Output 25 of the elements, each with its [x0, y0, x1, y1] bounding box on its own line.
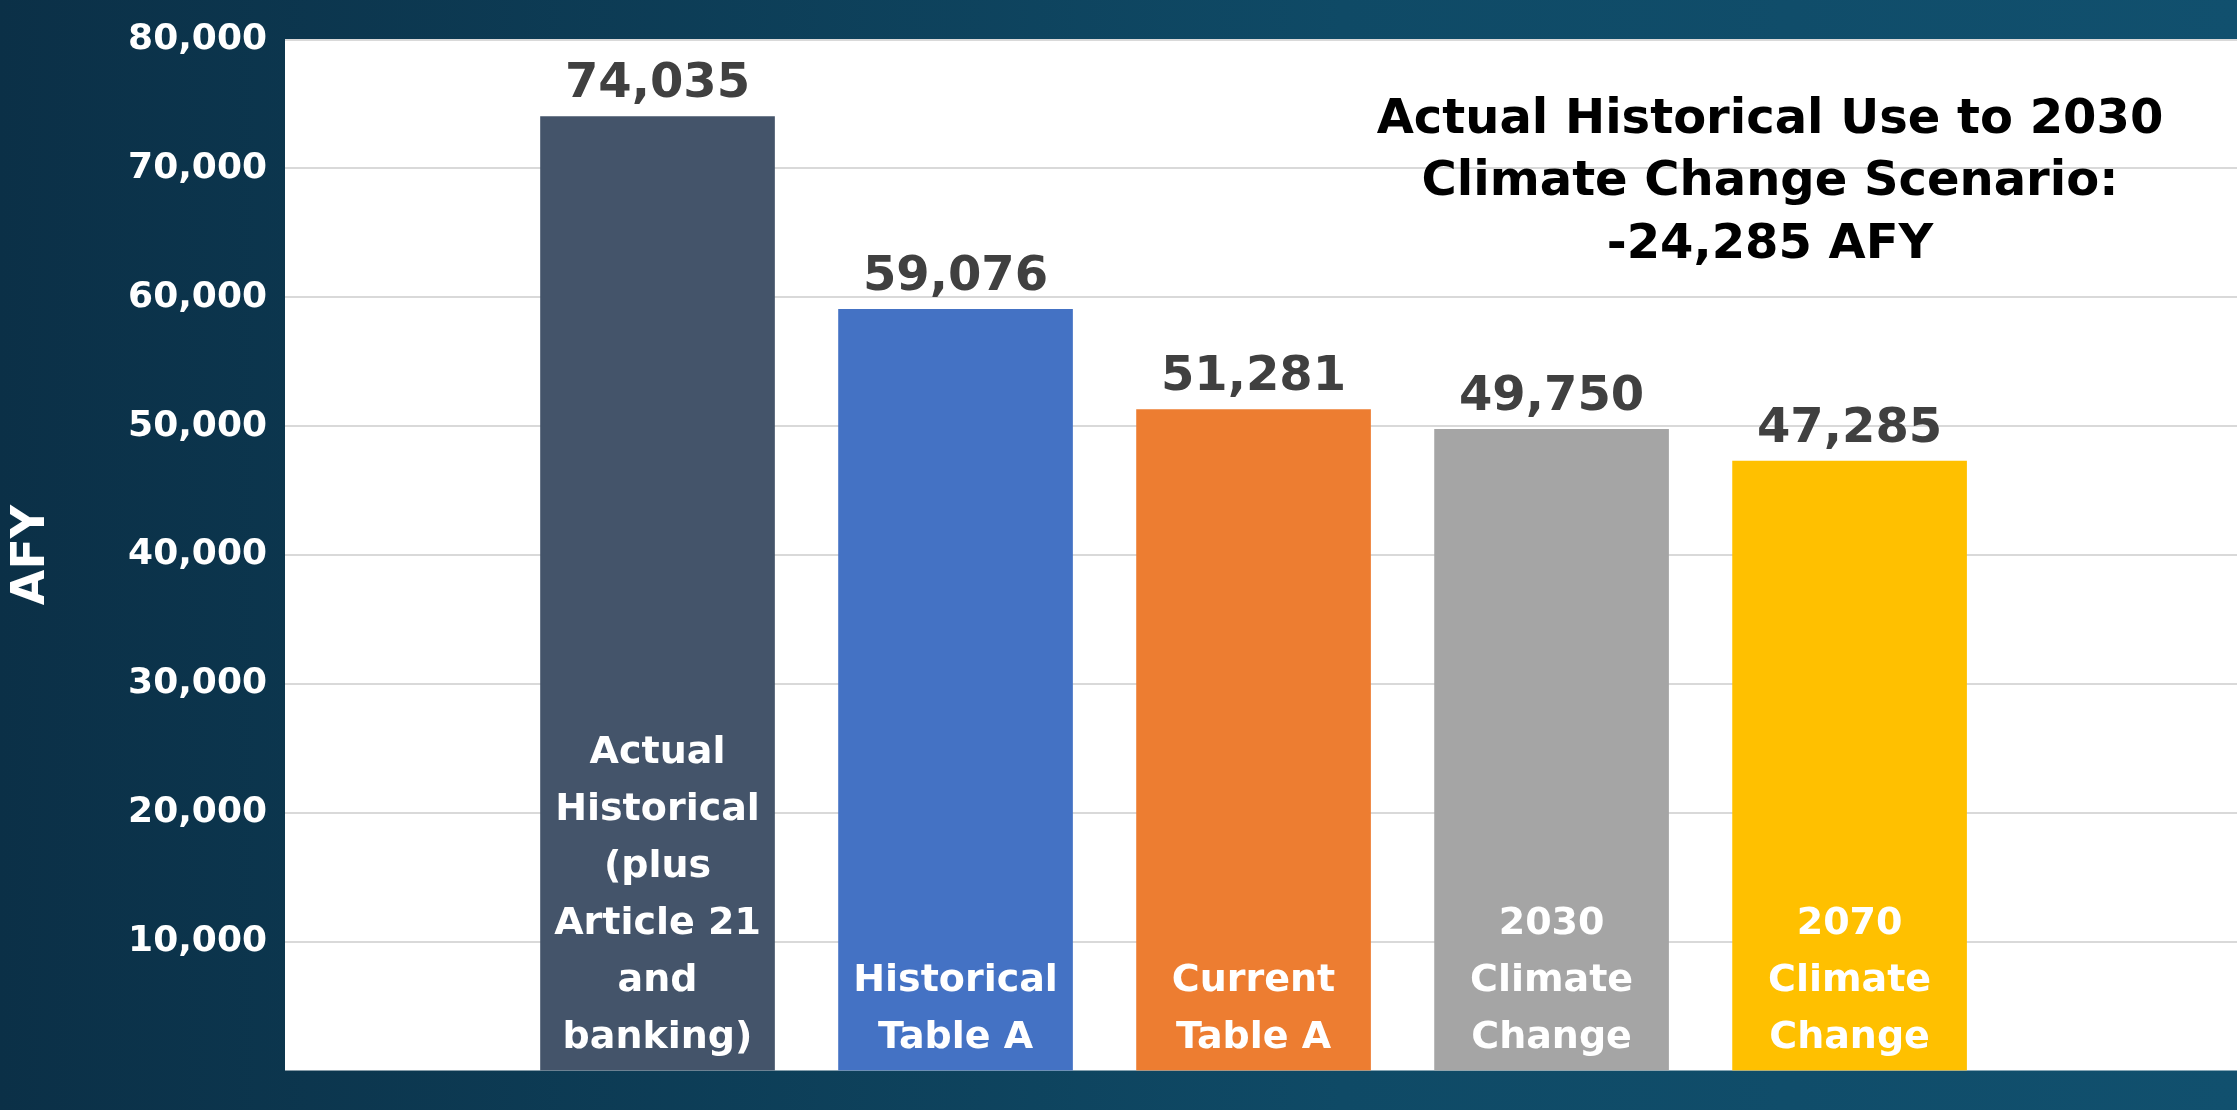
- data-label: 49,750: [1458, 364, 1645, 421]
- y-tick-label: 40,000: [128, 531, 267, 573]
- y-tick-label: 70,000: [128, 144, 267, 186]
- y-tick-label: 30,000: [128, 660, 267, 702]
- bar: [1434, 429, 1669, 1071]
- bar: [540, 116, 775, 1071]
- data-label: 47,285: [1756, 396, 1943, 453]
- bar: [1136, 409, 1371, 1071]
- x-tick-label: 2030 Climate Change: [1470, 899, 1634, 1058]
- bar: [838, 308, 1073, 1071]
- x-tick-label: Actual Historical (plus Article 21 and banking): [554, 728, 761, 1058]
- data-label: 59,076: [862, 244, 1049, 301]
- y-tick-label: 50,000: [128, 402, 267, 444]
- text: Actual Historical Use to 2030 Climate Change Scenario: -24,285 AFY: [1375, 87, 2165, 271]
- x-tick-label: Historical Table A: [853, 956, 1058, 1058]
- y-tick-label: 60,000: [128, 273, 267, 315]
- bar: [1732, 460, 1967, 1071]
- y-tick-label: 10,000: [128, 917, 267, 959]
- y-axis-title: AFY: [0, 504, 55, 606]
- y-tick-label: 80,000: [128, 15, 267, 57]
- data-label: 51,281: [1160, 345, 1347, 402]
- x-tick-label: 2070 Climate Change: [1768, 899, 1932, 1058]
- data-label: 74,035: [564, 51, 751, 108]
- y-tick-label: 20,000: [128, 789, 267, 831]
- x-tick-label: Current Table A: [1171, 956, 1336, 1058]
